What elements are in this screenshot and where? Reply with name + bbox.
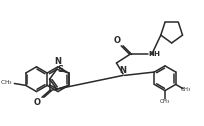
Text: O: O [34, 98, 41, 107]
Text: $\mathdefault{CH_3}$: $\mathdefault{CH_3}$ [0, 78, 13, 87]
Text: $\mathdefault{CH_3}$: $\mathdefault{CH_3}$ [158, 97, 170, 106]
Text: NH: NH [148, 51, 160, 57]
Text: S: S [58, 65, 63, 74]
Text: $\mathdefault{CH_3}$: $\mathdefault{CH_3}$ [179, 85, 191, 94]
Text: N: N [54, 57, 61, 66]
Text: O: O [113, 36, 120, 45]
Text: N: N [119, 66, 126, 75]
